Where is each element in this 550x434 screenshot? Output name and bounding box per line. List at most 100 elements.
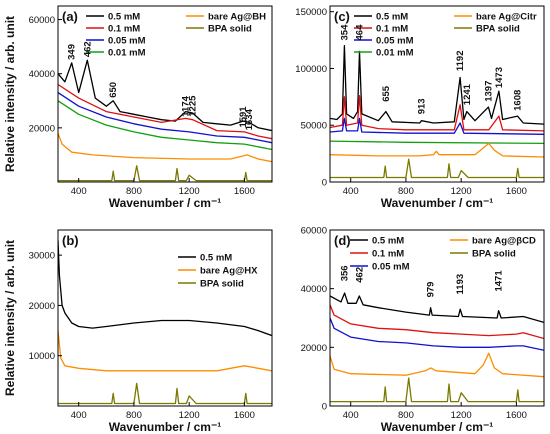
- x-axis-label: Wavenumber / cm⁻¹: [109, 420, 222, 434]
- peak-label: 462: [82, 41, 93, 57]
- legend-label: BPA solid: [472, 249, 516, 260]
- x-tick-label: 1600: [234, 186, 255, 197]
- series-line-2: [58, 382, 272, 405]
- legend-label: 0.5 mM: [372, 236, 404, 247]
- legend-label: 0.05 mM: [108, 36, 146, 47]
- plot-frame: [57, 229, 273, 407]
- series-line-0: [330, 45, 544, 125]
- y-tick-label: 20000: [301, 343, 327, 354]
- peak-label: 1192: [455, 51, 466, 72]
- series-line-3: [330, 140, 544, 145]
- series-line-3: [58, 100, 272, 151]
- x-axis-label: Wavenumber / cm⁻¹: [381, 420, 494, 434]
- peak-label: 979: [426, 282, 437, 298]
- y-tick-label: 60000: [29, 15, 55, 26]
- x-axis-label: Wavenumber / cm⁻¹: [109, 196, 222, 210]
- series-line-4: [330, 377, 544, 403]
- y-tick-label: 0: [322, 402, 327, 413]
- x-axis-label: Wavenumber / cm⁻¹: [381, 196, 494, 210]
- series-group: [330, 292, 544, 403]
- peak-label: 655: [381, 85, 392, 102]
- legend-label: 0.05 mM: [372, 262, 410, 273]
- legend-label: BPA solid: [476, 24, 520, 35]
- peak-label: 1471: [494, 270, 505, 292]
- peak-label: 1241: [462, 83, 473, 105]
- legend-label: 0.5 mM: [108, 12, 140, 23]
- peak-label: 356: [340, 265, 351, 281]
- y-tick-label: 100000: [295, 64, 327, 75]
- x-tick-label: 1600: [506, 410, 527, 421]
- y-tick-label: 50000: [301, 121, 327, 132]
- peak-label: 462: [354, 267, 365, 283]
- panel-a: 400 800 1200 1600 20000 40000 60000 Wavenumber …: [3, 5, 273, 210]
- series-line-0: [58, 59, 272, 132]
- series-line-1: [58, 83, 272, 140]
- legend-label: 0.5 mM: [200, 253, 232, 264]
- peak-label: 464: [355, 24, 366, 41]
- x-tick-label: 1200: [179, 410, 200, 421]
- series-line-5: [58, 165, 272, 182]
- legend-label: 0.05 mM: [376, 36, 414, 47]
- x-tick-label: 400: [343, 186, 359, 197]
- series-line-4: [330, 142, 544, 158]
- peak-label: 1634: [244, 108, 255, 130]
- legend-label: BPA solid: [200, 279, 244, 290]
- y-tick-label: 40000: [301, 284, 327, 295]
- x-tick-label: 800: [126, 410, 142, 421]
- panel-d: 400 800 1200 1600 0 20000 40000 60000 Wavenumber…: [301, 226, 545, 434]
- panel-letter: (d): [334, 233, 351, 248]
- peak-label: 1225: [188, 95, 199, 117]
- x-tick-label: 1200: [451, 410, 472, 421]
- y-tick-label: 30000: [29, 251, 55, 262]
- x-tick-label: 1200: [451, 186, 472, 197]
- peak-label: 913: [417, 98, 428, 114]
- peak-label: 354: [339, 24, 350, 41]
- legend-label: 0.01 mM: [376, 48, 414, 59]
- series-line-0: [58, 240, 272, 337]
- series-line-2: [330, 117, 544, 135]
- series-line-3: [330, 352, 544, 378]
- y-tick-label: 20000: [29, 301, 55, 312]
- x-tick-label: 800: [398, 410, 414, 421]
- series-line-0: [330, 292, 544, 324]
- legend-label: bare Ag@Citr: [476, 12, 537, 23]
- legend-label: 0.5 mM: [376, 12, 408, 23]
- series-group: [58, 240, 272, 405]
- y-axis-label: Relative intensity / arb. unit: [3, 240, 17, 396]
- y-tick-label: 40000: [29, 69, 55, 80]
- series-line-2: [58, 92, 272, 144]
- peak-label: 1591: [238, 106, 249, 128]
- plot-frame: [329, 229, 545, 407]
- plot-frame: [329, 5, 545, 183]
- x-tick-label: 400: [343, 410, 359, 421]
- panel-letter: (b): [62, 233, 79, 248]
- peak-label: 1397: [483, 81, 494, 102]
- legend-label: BPA solid: [208, 24, 252, 35]
- peak-label: 1473: [494, 67, 505, 88]
- series-line-5: [330, 158, 544, 179]
- series-group: [330, 45, 544, 179]
- x-tick-label: 800: [398, 186, 414, 197]
- peak-label: 1193: [455, 274, 466, 295]
- series-line-4: [58, 133, 272, 163]
- y-tick-label: 60000: [301, 226, 327, 237]
- panel-b: 400 800 1200 1600 10000 20000 30000 Wavenumber …: [3, 229, 273, 434]
- legend-label: bare Ag@BH: [208, 12, 266, 23]
- x-tick-label: 1600: [234, 410, 255, 421]
- legend-label: 0.1 mM: [372, 249, 404, 260]
- peak-label: 349: [67, 44, 78, 60]
- plot-frame: [57, 5, 273, 183]
- x-tick-label: 1600: [506, 186, 527, 197]
- y-tick-label: 0: [322, 178, 327, 189]
- peak-label: 1174: [181, 95, 192, 116]
- x-tick-label: 400: [71, 410, 87, 421]
- legend-label: bare Ag@βCD: [472, 236, 536, 247]
- panel-c: 400 800 1200 1600 0 50000 100000 150000 Wavenumb…: [295, 5, 545, 210]
- series-line-1: [330, 304, 544, 340]
- x-tick-label: 400: [71, 186, 87, 197]
- y-tick-label: 10000: [29, 351, 55, 362]
- y-axis-label: Relative intensity / arb. unit: [3, 16, 17, 172]
- legend-label: 0.1 mM: [376, 24, 408, 35]
- panel-letter: (c): [334, 9, 350, 24]
- panel-letter: (a): [62, 9, 78, 24]
